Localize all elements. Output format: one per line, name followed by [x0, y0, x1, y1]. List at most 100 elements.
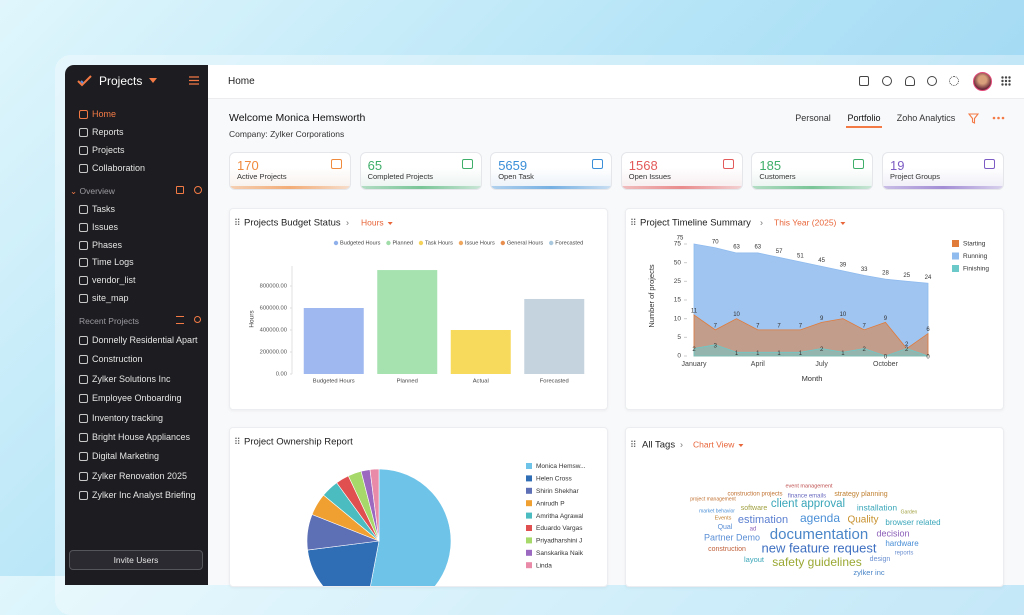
chart: ⠿ Project Ownership Report Monica Hemsw...… — [234, 436, 586, 586]
bar — [450, 330, 511, 374]
sidebar-item[interactable]: Projects — [79, 143, 125, 157]
add-icon[interactable] — [176, 186, 184, 194]
company-text: Company: Zylker Corporations — [229, 129, 345, 139]
filter-caret — [738, 444, 744, 447]
page-title: Home — [228, 76, 255, 87]
sidebar-item[interactable]: Construction — [79, 352, 143, 366]
data-label: 9 — [820, 316, 824, 322]
sidebar-item[interactable]: site_map — [79, 291, 129, 305]
sidebar: Projects Home Reports Projects Collaboratio… — [65, 65, 208, 585]
x-tick-label: Budgeted Hours — [313, 379, 355, 385]
legend-swatch — [952, 240, 959, 247]
more-button[interactable] — [992, 116, 1005, 120]
tab[interactable]: Zoho Analytics — [896, 113, 956, 123]
settings-button[interactable] — [949, 76, 959, 86]
sidebar-item[interactable]: Zylker Renovation 2025 — [79, 469, 187, 483]
stat-label: Open Issues — [628, 172, 671, 181]
app-caret[interactable] — [149, 78, 157, 84]
legend-label: Running — [963, 253, 988, 260]
x-tick-label: July — [815, 361, 828, 368]
sidebar-item[interactable]: Digital Marketing — [79, 449, 159, 463]
chart: ⠿ Projects Budget Status › Hours Budgeted Ho… — [234, 217, 585, 385]
search-button[interactable] — [882, 76, 892, 86]
x-tick-label: January — [682, 361, 707, 368]
filter-button[interactable] — [968, 113, 979, 124]
stat-underline — [621, 186, 742, 189]
invite-button[interactable]: Invite Users — [69, 550, 203, 570]
legend-dot — [418, 240, 424, 246]
stat-card[interactable]: 1568 Open Issues — [620, 152, 743, 190]
tag: market behavior — [699, 508, 735, 514]
tab-underline — [846, 126, 882, 128]
data-label: 1 — [841, 351, 845, 357]
stat-card[interactable]: 65 Completed Projects — [359, 152, 482, 190]
legend-swatch — [526, 512, 532, 519]
sidebar-item[interactable]: Reports — [79, 125, 124, 139]
search-icon[interactable] — [194, 316, 201, 323]
sidebar-item[interactable]: Home — [79, 107, 116, 121]
overview-heading[interactable]: ⌄ Overview — [70, 186, 115, 197]
legend-dot — [386, 240, 391, 246]
sidebar-item[interactable]: Bright House Appliances — [79, 430, 190, 444]
sidebar-item[interactable]: Collaboration — [79, 161, 145, 175]
sidebar-item[interactable]: Time Logs — [79, 255, 134, 269]
legend-label: Forecasted — [555, 240, 583, 246]
ownership-panel: ⠿ Project Ownership Report Monica Hemsw...… — [229, 427, 608, 587]
settings-icon[interactable] — [194, 186, 202, 194]
tag: agenda — [800, 511, 840, 525]
stat-card[interactable]: 185 Customers — [751, 152, 874, 190]
sidebar-item[interactable]: Issues — [79, 220, 118, 234]
sidebar-item[interactable]: Zylker Inc Analyst Briefing — [79, 488, 196, 502]
tag: browser related — [885, 518, 940, 527]
tab[interactable]: Personal — [795, 113, 831, 123]
tag: client approval — [771, 498, 845, 510]
stat-label: Customers — [759, 172, 796, 181]
sidebar-item[interactable]: vendor_list — [79, 273, 136, 287]
sidebar-item[interactable]: Phases — [79, 238, 122, 252]
filter-icon[interactable] — [176, 316, 184, 324]
timer-button[interactable] — [927, 76, 937, 86]
legend-label: Budgeted Hours — [340, 240, 381, 246]
app-name[interactable]: Projects — [99, 74, 143, 88]
data-label: 33 — [861, 267, 868, 273]
panel-title: Project Timeline Summary — [640, 218, 751, 229]
stat-card[interactable]: 5659 Open Task — [490, 152, 613, 190]
legend-label: Monica Hemsw... — [536, 463, 586, 470]
sidebar-item[interactable]: Employee Onboarding — [79, 391, 182, 405]
sidebar-item[interactable]: Inventory tracking — [79, 411, 163, 425]
data-label: 7 — [777, 323, 781, 329]
legend-swatch — [526, 487, 532, 494]
filter-caret — [387, 222, 393, 225]
data-label: 11 — [691, 309, 698, 315]
legend-swatch — [526, 549, 532, 556]
data-label: 63 — [754, 245, 761, 251]
tag: strategy planning — [834, 491, 887, 498]
data-label: 0 — [926, 355, 930, 361]
apps-grid[interactable] — [1001, 76, 1011, 86]
menu-toggle[interactable] — [189, 76, 199, 85]
notifications-button[interactable] — [905, 76, 915, 86]
data-label: 28 — [882, 271, 889, 277]
legend-dot — [500, 240, 506, 246]
data-label: 75 — [677, 236, 684, 242]
sidebar-item[interactable]: Tasks — [79, 202, 115, 216]
data-label: 70 — [712, 239, 719, 245]
legend-label: Starting — [963, 241, 986, 248]
stat-label: Active Projects — [237, 172, 287, 181]
add-button[interactable] — [859, 76, 869, 86]
panel-title: Projects Budget Status — [244, 218, 341, 229]
data-label: 7 — [756, 323, 760, 329]
x-tick-label: Planned — [397, 379, 418, 385]
sidebar-item[interactable]: Donnelly Residential Apart — [79, 333, 198, 347]
tab[interactable]: Portfolio — [847, 113, 881, 123]
stat-underline — [360, 186, 481, 189]
sidebar-item[interactable]: Zylker Solutions Inc — [79, 372, 171, 386]
stat-card[interactable]: 170 Active Projects — [229, 152, 351, 190]
legend-label: Planned — [392, 240, 413, 246]
legend-label: Anirudh P — [536, 500, 565, 507]
data-label: 9 — [884, 316, 888, 322]
user-avatar[interactable] — [973, 72, 992, 91]
stat-value: 65 — [367, 158, 383, 173]
legend-label: Sanskarika Naik — [536, 550, 584, 557]
stat-card[interactable]: 19 Project Groups — [882, 152, 1004, 190]
